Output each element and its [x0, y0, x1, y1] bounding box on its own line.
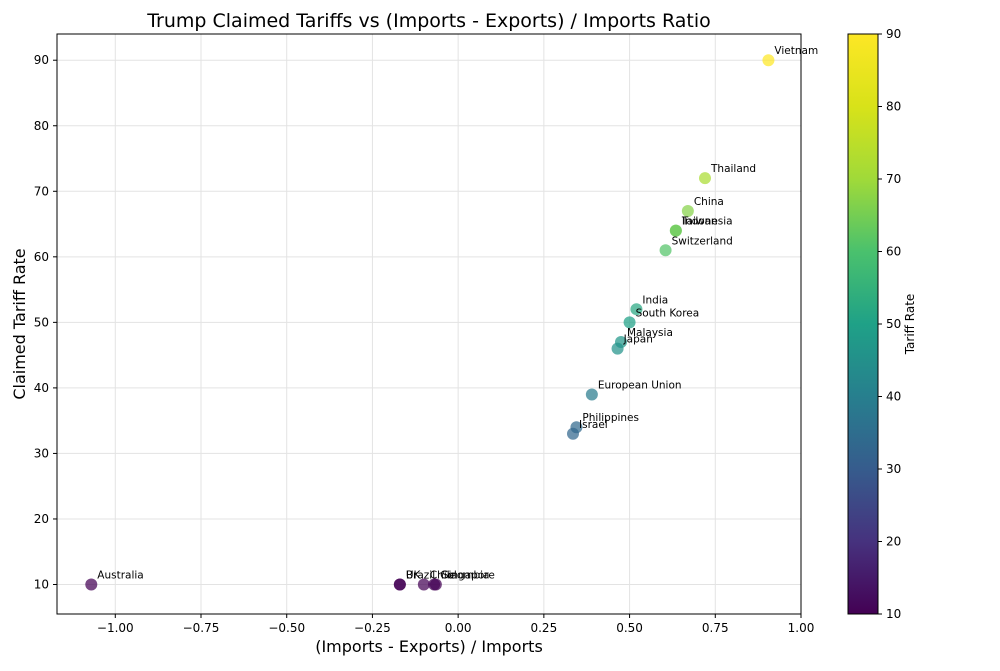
x-tick-label: −0.25	[354, 621, 391, 635]
point-label: India	[642, 294, 668, 306]
grid-lines	[57, 34, 802, 614]
point-label: Japan	[623, 334, 653, 346]
point-label: European Union	[598, 379, 682, 391]
point-label: Malaysia	[627, 327, 673, 339]
colorbar-tick-label: 50	[886, 317, 901, 331]
y-tick-label: 10	[34, 578, 49, 592]
x-tick-label: −0.50	[268, 621, 305, 635]
colorbar-title: Tariff Rate	[903, 294, 917, 356]
point-label: China	[694, 196, 724, 208]
point-label: South Korea	[636, 307, 700, 319]
plot-frame	[56, 33, 802, 615]
x-tick-label: 0.75	[702, 621, 729, 635]
x-tick-label: 0.00	[445, 621, 472, 635]
scatter-point[interactable]	[669, 224, 682, 237]
x-axis-ticks: −1.00 −0.75 −0.50 −0.25 0.00 0.25 0.50 0.75 1.00	[97, 614, 814, 635]
y-axis-ticks: 10 20 30 40 50 60 70 80 90	[34, 53, 57, 592]
point-label: Singapore	[442, 570, 495, 582]
y-tick-label: 30	[34, 446, 49, 460]
point-label: Israel	[579, 419, 608, 431]
colorbar-tick-label: 40	[886, 390, 901, 404]
point-label: Colombia	[440, 570, 489, 582]
y-tick-label: 50	[34, 315, 49, 329]
scatter-point[interactable]	[393, 578, 406, 591]
x-tick-label: 0.25	[530, 621, 557, 635]
chart-title: Trump Claimed Tariffs vs (Imports - Expo…	[146, 10, 711, 32]
y-tick-label: 20	[34, 512, 49, 526]
scatter-point[interactable]	[585, 388, 598, 401]
scatter-point[interactable]	[699, 172, 711, 185]
point-label: Chile	[430, 570, 456, 582]
scatter-point[interactable]	[429, 578, 442, 591]
y-tick-label: 70	[34, 184, 49, 198]
point-label: Thailand	[710, 163, 756, 175]
scatter-point[interactable]	[567, 427, 579, 440]
colorbar-tick-label: 90	[886, 27, 901, 41]
scatter-point[interactable]	[85, 578, 98, 591]
colorbar	[847, 33, 879, 615]
point-label: Vietnam	[774, 45, 818, 57]
colorbar-tick-label: 10	[886, 607, 901, 621]
y-tick-label: 90	[34, 53, 49, 67]
colorbar-tick-label: 20	[886, 535, 901, 549]
colorbar-tick-label: 70	[886, 172, 901, 186]
point-label: UK	[406, 570, 422, 582]
scatter-point[interactable]	[630, 303, 643, 316]
point-label: Brazil	[406, 570, 435, 582]
y-tick-label: 40	[34, 381, 49, 395]
x-axis-title: (Imports - Exports) / Imports	[315, 637, 543, 656]
point-label: Taiwan	[681, 216, 718, 228]
scatter-point[interactable]	[659, 244, 672, 257]
colorbar-tick-label: 60	[886, 245, 901, 259]
colorbar-tick-label: 80	[886, 100, 901, 114]
colorbar-ticks: 10 20 30 40 50 60 70 80 90	[878, 27, 901, 621]
point-label: Switzerland	[672, 235, 733, 247]
point-label: Philippines	[582, 412, 639, 424]
x-tick-label: 1.00	[788, 621, 815, 635]
x-tick-label: −0.75	[183, 621, 220, 635]
y-tick-label: 80	[34, 119, 49, 133]
point-label: Australia	[97, 570, 143, 582]
y-axis-title: Claimed Tariff Rate	[10, 248, 29, 399]
data-points	[85, 54, 775, 591]
x-tick-label: 0.50	[616, 621, 643, 635]
scatter-point[interactable]	[611, 342, 624, 355]
scatter-point[interactable]	[417, 578, 430, 591]
scatter-point[interactable]	[623, 316, 636, 329]
y-tick-label: 60	[34, 250, 49, 264]
scatter-point[interactable]	[762, 54, 775, 67]
x-tick-label: −1.00	[97, 621, 134, 635]
scatter-point[interactable]	[681, 204, 694, 217]
colorbar-tick-label: 30	[886, 462, 901, 476]
point-label: Indonesia	[682, 216, 733, 228]
